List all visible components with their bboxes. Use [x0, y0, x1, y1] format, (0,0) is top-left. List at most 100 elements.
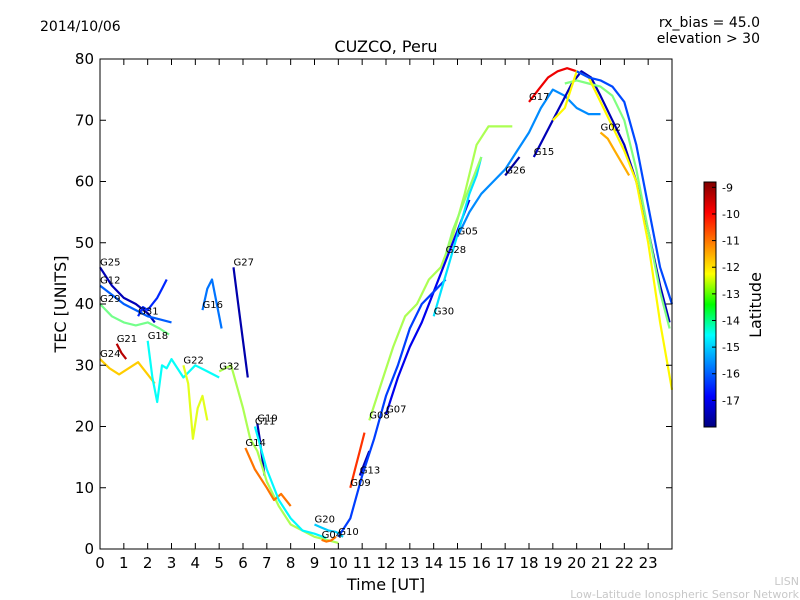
x-tick-label: 12	[376, 554, 395, 572]
series-label-g08: G08	[369, 410, 389, 421]
rx-bias-label: rx_bias = 45.0	[659, 15, 760, 31]
y-tick-label: 10	[75, 479, 94, 497]
y-tick-label: 40	[75, 295, 94, 313]
series-line-g18	[146, 340, 220, 404]
series-label-g15: G15	[534, 147, 554, 158]
y-tick-label: 80	[75, 50, 94, 68]
series-label-g17: G17	[529, 92, 549, 103]
series-line-g31	[137, 278, 168, 317]
colorbar-tick-label: -9	[722, 181, 733, 194]
series-line-g17	[528, 67, 578, 103]
series-line-g07	[384, 199, 471, 415]
series-label-g12: G12	[100, 276, 120, 287]
plot-frame	[99, 58, 673, 550]
series-line-g08	[368, 125, 513, 421]
elevation-label: elevation > 30	[657, 31, 760, 47]
x-tick-label: 4	[191, 554, 201, 572]
x-ticks: 0 1 2 3 4 5 6 7 8 9 10 11 12 13 14 15 16 17 18 19 20 21 22 23	[95, 59, 658, 572]
plot-area: 0 1 2 3 4 5 6 7 8 9 10 11 12 13 14 15 16 17 18 19 20 21 22 23 0…	[75, 50, 674, 572]
x-tick-label: 22	[615, 554, 634, 572]
series-line-g10	[337, 278, 447, 538]
colorbar-ticks: -9 -10 -11 -12 -13 -14 -15 -16 -17	[712, 181, 740, 407]
colorbar-tick-label: -14	[722, 314, 740, 327]
series-line-g12	[99, 284, 172, 324]
series-label-g22: G22	[183, 355, 203, 366]
x-tick-label: 13	[400, 554, 419, 572]
series-label-g04: G04	[322, 530, 342, 541]
y-tick-label: 70	[75, 111, 94, 129]
series-line-g24	[99, 358, 156, 385]
x-tick-label: 14	[424, 554, 443, 572]
x-tick-label: 10	[329, 554, 348, 572]
series-label-g20: G20	[315, 515, 335, 526]
x-tick-label: 0	[95, 554, 105, 572]
series-label-g05: G05	[458, 227, 478, 238]
x-tick-label: 5	[214, 554, 224, 572]
series-label-g27: G27	[234, 257, 254, 268]
x-tick-label: 23	[639, 554, 658, 572]
x-tick-label: 20	[567, 554, 586, 572]
series-line-g11	[253, 426, 327, 540]
x-tick-label: 6	[238, 554, 248, 572]
colorbar-tick-label: -12	[722, 261, 740, 274]
y-ticks: 0 10 20 30 40 50 60 70 80	[75, 50, 672, 558]
x-tick-label: 16	[472, 554, 491, 572]
series-line-g04	[321, 535, 337, 543]
series-label-g19: G19	[257, 413, 277, 424]
series-label-g18: G18	[148, 331, 168, 342]
footer-network: Low-Latitude Ionospheric Sensor Network	[570, 588, 799, 600]
series-line-g21	[115, 343, 128, 360]
series-label-g29: G29	[100, 294, 120, 305]
y-axis-label: TEC [UNITS]	[51, 256, 70, 354]
x-tick-label: 15	[448, 554, 467, 572]
series-line-g20	[314, 523, 344, 538]
series-label-g25: G25	[100, 257, 120, 268]
series-label-g28: G28	[446, 245, 466, 256]
colorbar-gradient	[703, 181, 717, 428]
series-line-g16	[201, 278, 223, 329]
series-label-g21: G21	[117, 334, 137, 345]
colorbar-tick-label: -17	[722, 394, 740, 407]
colorbar-tick-label: -15	[722, 341, 740, 354]
y-tick-label: 0	[84, 540, 94, 558]
series-line-gx1	[564, 79, 671, 329]
x-tick-label: 21	[591, 554, 610, 572]
series-line-g25	[99, 266, 156, 324]
x-tick-label: 19	[543, 554, 562, 572]
series-line-gx2	[552, 70, 674, 390]
x-tick-label: 17	[496, 554, 515, 572]
series-line-gx3	[576, 70, 674, 305]
series-label-g26: G26	[505, 165, 525, 176]
latitude-colorbar: -9 -10 -11 -12 -13 -14 -15 -16 -17 Latitude	[703, 181, 765, 428]
x-tick-label: 2	[143, 554, 153, 572]
x-tick-label: 11	[353, 554, 372, 572]
series-layer	[99, 67, 674, 544]
y-tick-label: 60	[75, 173, 94, 191]
x-tick-label: 8	[286, 554, 296, 572]
series-label-g10: G10	[338, 527, 358, 538]
x-tick-label: 9	[310, 554, 320, 572]
series-label-g13: G13	[360, 466, 380, 477]
series-label-g30: G30	[434, 306, 454, 317]
series-line-g15	[532, 70, 671, 323]
y-tick-label: 30	[75, 356, 94, 374]
series-label-g14: G14	[245, 438, 265, 449]
colorbar-label: Latitude	[746, 272, 765, 338]
series-label-g02: G02	[601, 123, 621, 134]
series-line-g05	[456, 88, 601, 238]
y-tick-label: 50	[75, 234, 94, 252]
y-tick-label: 20	[75, 418, 94, 436]
series-line-g14	[244, 447, 292, 507]
colorbar-tick-label: -16	[722, 368, 740, 381]
series-label-g31: G31	[138, 306, 158, 317]
series-label-g11: G11	[255, 417, 275, 428]
footer-lisn: LISN	[774, 575, 799, 588]
series-label-g09: G09	[350, 478, 370, 489]
series-label-g32: G32	[219, 361, 239, 372]
x-tick-label: 1	[119, 554, 129, 572]
colorbar-tick-label: -10	[722, 208, 740, 221]
series-label-g24: G24	[100, 349, 120, 360]
series-label-g16: G16	[203, 300, 223, 311]
colorbar-tick-label: -13	[722, 288, 740, 301]
